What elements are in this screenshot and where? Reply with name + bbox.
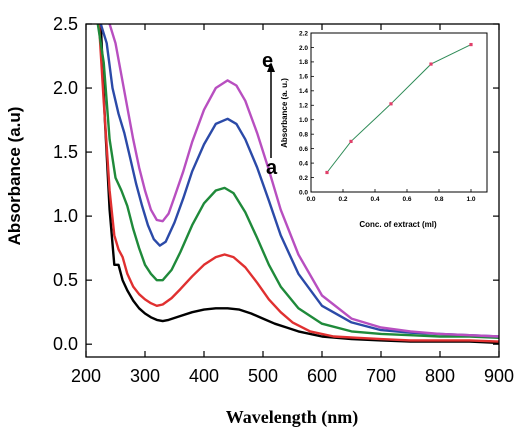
inset-y-tick-label: 1.0 bbox=[299, 117, 308, 124]
inset-data-point bbox=[349, 139, 353, 144]
inset-data-point bbox=[325, 170, 329, 175]
x-tick-label: 300 bbox=[130, 366, 160, 386]
x-tick-label: 500 bbox=[248, 366, 278, 386]
curve-label-e: e bbox=[262, 50, 273, 72]
x-tick-label: 900 bbox=[484, 366, 514, 386]
inset-y-tick-label: 1.2 bbox=[299, 103, 308, 110]
y-axis-title: Absorbance (a.u) bbox=[5, 107, 24, 246]
inset-y-tick-label: 1.8 bbox=[299, 59, 308, 66]
inset-y-tick-label: 2.2 bbox=[299, 30, 308, 37]
inset-data-point bbox=[429, 62, 433, 66]
plot-frame bbox=[85, 23, 500, 358]
y-tick-label: 1.0 bbox=[53, 206, 78, 226]
inset-x-tick-label: 0.4 bbox=[370, 196, 379, 203]
inset-y-tick-label: 0.6 bbox=[299, 146, 308, 153]
inset-x-tick-label: 0.6 bbox=[402, 196, 411, 203]
inset-y-tick-label: 2.0 bbox=[299, 45, 308, 52]
inset-y-tick-label: 0.0 bbox=[299, 189, 308, 196]
series-line-5 bbox=[108, 24, 499, 338]
inset-x-tick-label: 0.0 bbox=[306, 196, 315, 203]
inset-y-tick-label: 1.6 bbox=[299, 74, 308, 81]
y-tick-label: 1.5 bbox=[53, 142, 78, 162]
concentration-arrow bbox=[267, 62, 275, 158]
inset-data-point bbox=[469, 42, 473, 47]
x-tick-label: 600 bbox=[307, 366, 337, 386]
inset-x-tick-label: 0.8 bbox=[434, 196, 443, 203]
y-tick-label: 2.5 bbox=[53, 14, 78, 34]
series-line-1 bbox=[99, 24, 499, 345]
series-line-3 bbox=[96, 24, 499, 339]
y-tick-label: 2.0 bbox=[53, 78, 78, 98]
inset-data-point bbox=[389, 102, 393, 106]
x-tick-label: 400 bbox=[189, 366, 219, 386]
inset-y-axis-title: Absorbance (a. u.) bbox=[280, 78, 289, 148]
y-tick-label: 0.0 bbox=[53, 334, 78, 354]
series-line-2 bbox=[97, 24, 499, 343]
series-line-4 bbox=[99, 24, 499, 338]
x-tick-label: 200 bbox=[71, 366, 101, 386]
x-tick-label: 800 bbox=[425, 366, 455, 386]
y-tick-label: 0.5 bbox=[53, 270, 78, 290]
inset-y-tick-label: 0.8 bbox=[299, 131, 308, 138]
curve-label-a: a bbox=[266, 157, 278, 179]
inset-frame bbox=[310, 32, 488, 193]
inset-plot: 0.0 0.2 0.4 0.6 0.8 1.0 0.0 0.2 0.4 0.6 0.8 1.0 1.2 1… bbox=[299, 30, 488, 203]
inset-x-tick-label: 0.2 bbox=[338, 196, 347, 203]
inset-x-axis-title: Conc. of extract (ml) bbox=[359, 220, 437, 229]
inset-x-tick-label: 1.0 bbox=[466, 196, 475, 203]
inset-y-tick-label: 0.4 bbox=[299, 160, 308, 167]
main-plot: 200 300 400 500 600 700 800 900 0.0 0.5 1.0 1.5 2.0 2… bbox=[53, 14, 514, 386]
x-tick-label: 700 bbox=[366, 366, 396, 386]
x-axis-title: Wavelength (nm) bbox=[226, 407, 359, 428]
inset-y-tick-label: 0.2 bbox=[299, 175, 308, 182]
inset-y-tick-label: 1.4 bbox=[299, 88, 308, 95]
